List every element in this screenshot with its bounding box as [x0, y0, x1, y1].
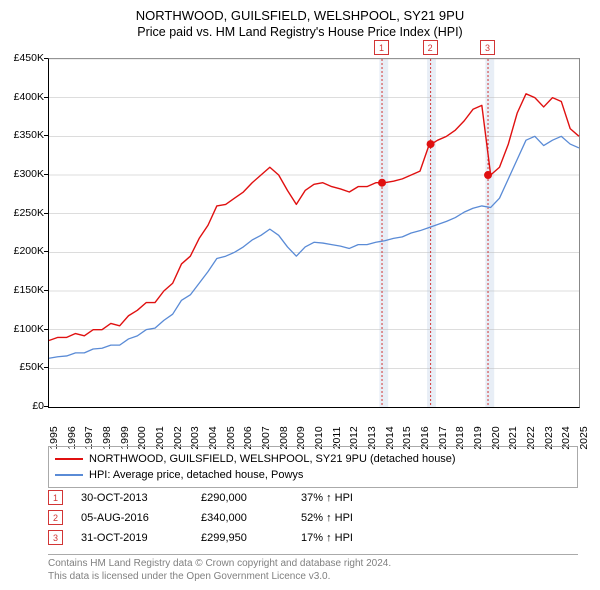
y-tick-label: £450K [2, 52, 44, 64]
y-tick-label: £0 [2, 400, 44, 412]
transaction-date-1: 05-AUG-2016 [81, 512, 201, 524]
title-line1: NORTHWOOD, GUILSFIELD, WELSHPOOL, SY21 9… [0, 8, 600, 23]
legend-label-0: NORTHWOOD, GUILSFIELD, WELSHPOOL, SY21 9… [89, 453, 456, 465]
title-line2: Price paid vs. HM Land Registry's House … [0, 25, 600, 39]
transaction-date-0: 30-OCT-2013 [81, 492, 201, 504]
transaction-price-1: £340,000 [201, 512, 301, 524]
chart-marker-label: 1 [374, 40, 389, 55]
legend-row-1: HPI: Average price, detached house, Powy… [55, 467, 571, 483]
transaction-marker-0: 1 [48, 490, 63, 505]
transaction-marker-1: 2 [48, 510, 63, 525]
footer: Contains HM Land Registry data © Crown c… [48, 554, 578, 583]
y-tick-label: £400K [2, 91, 44, 103]
transaction-date-2: 31-OCT-2019 [81, 532, 201, 544]
chart-marker-label: 2 [423, 40, 438, 55]
legend-label-1: HPI: Average price, detached house, Powy… [89, 469, 303, 481]
legend-swatch-0 [55, 458, 83, 460]
transaction-price-2: £299,950 [201, 532, 301, 544]
transaction-pct-2: 17% ↑ HPI [301, 532, 353, 544]
y-tick-label: £150K [2, 284, 44, 296]
chart-marker-label: 3 [480, 40, 495, 55]
footer-line2: This data is licensed under the Open Gov… [48, 571, 578, 584]
transaction-row-1: 2 05-AUG-2016 £340,000 52% ↑ HPI [48, 510, 353, 525]
y-tick-label: £300K [2, 168, 44, 180]
footer-line1: Contains HM Land Registry data © Crown c… [48, 558, 578, 571]
chart-container: NORTHWOOD, GUILSFIELD, WELSHPOOL, SY21 9… [0, 0, 600, 590]
plot-svg [49, 59, 579, 407]
transaction-row-2: 3 31-OCT-2019 £299,950 17% ↑ HPI [48, 530, 353, 545]
y-tick-label: £250K [2, 207, 44, 219]
y-tick-label: £200K [2, 245, 44, 257]
transaction-row-0: 1 30-OCT-2013 £290,000 37% ↑ HPI [48, 490, 353, 505]
y-tick-label: £50K [2, 361, 44, 373]
legend-row-0: NORTHWOOD, GUILSFIELD, WELSHPOOL, SY21 9… [55, 451, 571, 467]
x-tick-label: 2025 [578, 426, 590, 449]
transaction-marker-2: 3 [48, 530, 63, 545]
transaction-pct-1: 52% ↑ HPI [301, 512, 353, 524]
title-block: NORTHWOOD, GUILSFIELD, WELSHPOOL, SY21 9… [0, 0, 600, 39]
y-tick-label: £350K [2, 129, 44, 141]
plot-area [48, 58, 580, 408]
legend-swatch-1 [55, 474, 83, 476]
transaction-pct-0: 37% ↑ HPI [301, 492, 353, 504]
y-tick-label: £100K [2, 323, 44, 335]
legend: NORTHWOOD, GUILSFIELD, WELSHPOOL, SY21 9… [48, 446, 578, 488]
transaction-price-0: £290,000 [201, 492, 301, 504]
